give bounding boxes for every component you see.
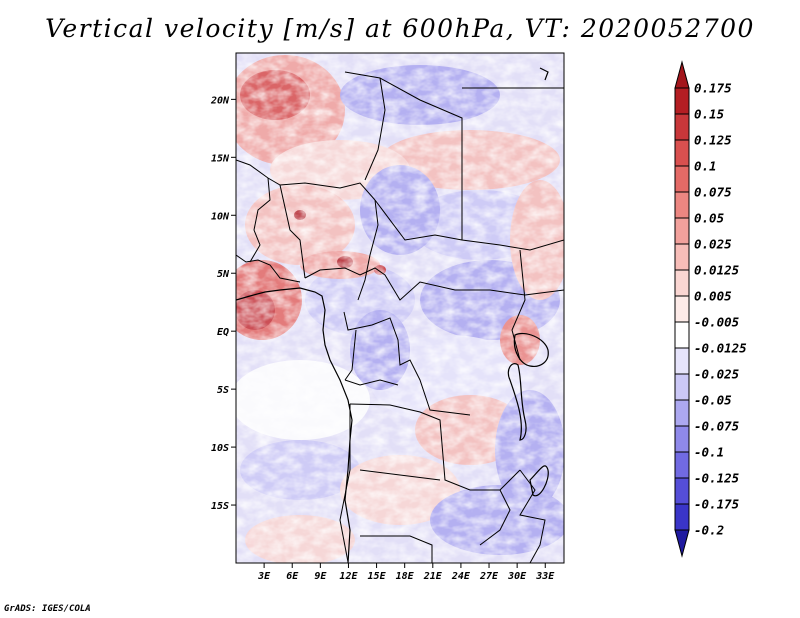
y-tick-label: EQ <box>217 327 229 338</box>
y-axis: 20N 15N 10N 5N EQ 5S 10S 15S <box>210 95 236 512</box>
colorbar-label: 0.025 <box>694 237 732 252</box>
colorbar-label: -0.1 <box>694 445 724 460</box>
colorbar-swatch <box>674 113 690 141</box>
colorbar: 0.175 0.15 0.125 0.1 0.075 0.05 0.025 0.0125 0.0… <box>674 60 747 558</box>
x-tick-label: 6E <box>286 571 299 582</box>
colorbar-swatch <box>674 425 690 453</box>
map-title: Vertical velocity [m/s] at 600hPa, VT: 2… <box>45 14 755 43</box>
colorbar-label: -0.005 <box>694 315 740 330</box>
colorbar-label: 0.1 <box>694 159 717 174</box>
map-plot-area <box>235 52 565 564</box>
x-axis: 3E 6E 9E 12E 15E 18E 21E 24E 27E 30E 33E <box>257 563 555 582</box>
colorbar-label: 0.0125 <box>694 263 740 278</box>
colorbar-label: -0.0125 <box>694 341 747 356</box>
y-tick-label: 10S <box>211 443 229 454</box>
x-tick-label: 24E <box>451 571 471 582</box>
coastlines-and-lakes <box>236 67 549 563</box>
x-tick-label: 15E <box>368 571 387 582</box>
x-tick-label: 33E <box>535 571 555 582</box>
colorbar-top-arrow <box>674 60 690 89</box>
x-tick-label: 18E <box>396 571 415 582</box>
colorbar-label: 0.075 <box>694 185 732 200</box>
x-tick-label: 21E <box>423 571 443 582</box>
field-texture <box>236 53 564 563</box>
colorbar-swatch <box>674 191 690 219</box>
colorbar-swatch <box>674 217 690 245</box>
x-tick-label: 12E <box>339 571 358 582</box>
colorbar-swatch <box>674 451 690 479</box>
colorbar-label: 0.005 <box>694 289 732 304</box>
colorbar-label: -0.2 <box>694 523 724 538</box>
colorbar-swatch <box>674 321 690 349</box>
colorbar-label: -0.075 <box>694 419 740 434</box>
y-tick-label: 5S <box>217 385 229 396</box>
x-tick-label: 30E <box>507 571 527 582</box>
colorbar-swatch <box>674 165 690 193</box>
x-tick-label: 27E <box>479 571 499 582</box>
colorbar-swatch <box>674 347 690 375</box>
colorbar-label: -0.125 <box>694 471 740 486</box>
y-tick-label: 20N <box>210 95 230 106</box>
colorbar-swatch <box>674 295 690 323</box>
colorbar-swatch <box>674 399 690 427</box>
country-borders <box>236 71 564 563</box>
grads-credit: GrADS: IGES/COLA <box>4 604 91 614</box>
y-tick-label: 5N <box>217 269 230 280</box>
map-frame <box>235 52 565 564</box>
colorbar-swatch <box>674 139 690 167</box>
x-tick-label: 3E <box>257 571 271 582</box>
x-tick-label: 9E <box>314 571 327 582</box>
colorbar-swatch <box>674 243 690 271</box>
colorbar-label: 0.125 <box>694 133 732 148</box>
colorbar-label: -0.025 <box>694 367 740 382</box>
colorbar-label: 0.05 <box>694 211 725 226</box>
colorbar-label: -0.175 <box>694 497 740 512</box>
y-tick-label: 10N <box>211 211 230 222</box>
colorbar-swatch <box>674 373 690 401</box>
colorbar-label: 0.15 <box>694 107 725 122</box>
colorbar-swatch <box>674 87 690 115</box>
y-tick-label: 15S <box>211 501 229 512</box>
colorbar-swatch <box>674 269 690 297</box>
colorbar-label: 0.175 <box>694 81 732 96</box>
colorbar-swatch <box>674 477 690 505</box>
colorbar-swatch <box>674 503 690 531</box>
colorbar-bottom-arrow <box>674 529 690 558</box>
colorbar-label: -0.05 <box>694 393 732 408</box>
y-tick-label: 15N <box>211 153 230 164</box>
